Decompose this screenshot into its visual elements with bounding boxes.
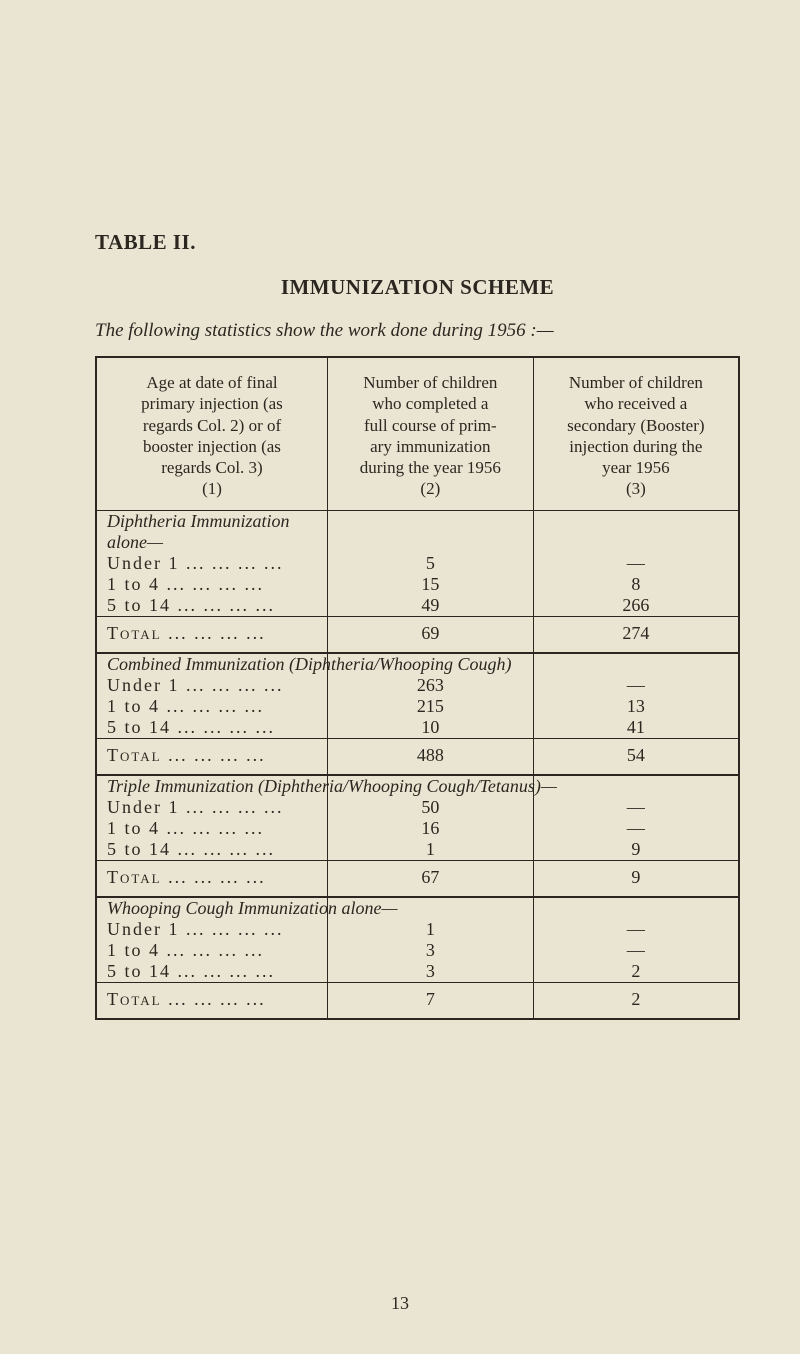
total-row: Total ... ... ... ... 488 54 [96,738,739,775]
cell: 3 [327,940,533,961]
cell: — [533,553,739,574]
cell: 13 [533,696,739,717]
row-label: 1 to 4 ... ... ... ... [96,940,327,961]
cell: 1 [327,839,533,861]
cell: 8 [533,574,739,595]
section-title-row: Diphtheria Immunization alone— [96,510,739,553]
row-label: 5 to 14 ... ... ... ... [96,961,327,983]
total-label: Total ... ... ... ... [96,860,327,897]
cell: 7 [327,982,533,1019]
cell: 2 [533,961,739,983]
cell: — [533,797,739,818]
cell: — [533,919,739,940]
section-title: Combined Immunization (Diphtheria/Whoopi… [96,653,327,675]
table-row: Under 1 ... ... ... ... 1 — [96,919,739,940]
cell: 215 [327,696,533,717]
col-header-3: Number of children who received a second… [533,357,739,510]
table-header-row: Age at date of final primary injection (… [96,357,739,510]
page: TABLE II. IMMUNIZATION SCHEME The follow… [0,0,800,1354]
row-label: 1 to 4 ... ... ... ... [96,818,327,839]
cell: 67 [327,860,533,897]
section-title-row: Whooping Cough Immunization alone— [96,897,739,919]
row-label: Under 1 ... ... ... ... [96,797,327,818]
cell: 266 [533,595,739,617]
cell: 41 [533,717,739,739]
cell: 263 [327,675,533,696]
immunization-table: Age at date of final primary injection (… [95,356,740,1020]
section-title-row: Triple Immunization (Diphtheria/Whooping… [96,775,739,797]
total-row: Total ... ... ... ... 67 9 [96,860,739,897]
cell: — [533,818,739,839]
table-row: 1 to 4 ... ... ... ... 15 8 [96,574,739,595]
row-label: 1 to 4 ... ... ... ... [96,696,327,717]
total-row: Total ... ... ... ... 69 274 [96,616,739,653]
cell: 9 [533,839,739,861]
cell: 274 [533,616,739,653]
table-row: Under 1 ... ... ... ... 50 — [96,797,739,818]
cell: 50 [327,797,533,818]
table-row: 1 to 4 ... ... ... ... 3 — [96,940,739,961]
table-row: 5 to 14 ... ... ... ... 1 9 [96,839,739,861]
cell: 9 [533,860,739,897]
row-label: Under 1 ... ... ... ... [96,553,327,574]
section-title: Triple Immunization (Diphtheria/Whooping… [96,775,327,797]
cell: 488 [327,738,533,775]
table-row: Under 1 ... ... ... ... 5 — [96,553,739,574]
row-label: 5 to 14 ... ... ... ... [96,595,327,617]
cell: 10 [327,717,533,739]
cell: 1 [327,919,533,940]
table-row: 5 to 14 ... ... ... ... 49 266 [96,595,739,617]
row-label: 5 to 14 ... ... ... ... [96,839,327,861]
row-label: Under 1 ... ... ... ... [96,919,327,940]
row-label: Under 1 ... ... ... ... [96,675,327,696]
table-row: 5 to 14 ... ... ... ... 3 2 [96,961,739,983]
table-row: 5 to 14 ... ... ... ... 10 41 [96,717,739,739]
cell: 49 [327,595,533,617]
section-title: Whooping Cough Immunization alone— [96,897,327,919]
section-title: Diphtheria Immunization alone— [96,510,327,553]
subtitle: The following statistics show the work d… [95,320,740,342]
table-row: Under 1 ... ... ... ... 263 — [96,675,739,696]
cell: 16 [327,818,533,839]
total-label: Total ... ... ... ... [96,982,327,1019]
table-label: TABLE II. [95,230,740,255]
cell: — [533,675,739,696]
section-title-row: Combined Immunization (Diphtheria/Whoopi… [96,653,739,675]
row-label: 1 to 4 ... ... ... ... [96,574,327,595]
cell: 2 [533,982,739,1019]
table-row: 1 to 4 ... ... ... ... 215 13 [96,696,739,717]
table-row: 1 to 4 ... ... ... ... 16 — [96,818,739,839]
page-number: 13 [0,1293,800,1314]
cell: 54 [533,738,739,775]
total-row: Total ... ... ... ... 7 2 [96,982,739,1019]
cell: 15 [327,574,533,595]
cell: 3 [327,961,533,983]
total-label: Total ... ... ... ... [96,738,327,775]
col-header-1: Age at date of final primary injection (… [96,357,327,510]
row-label: 5 to 14 ... ... ... ... [96,717,327,739]
total-label: Total ... ... ... ... [96,616,327,653]
col-header-2: Number of children who completed a full … [327,357,533,510]
cell: 5 [327,553,533,574]
cell: 69 [327,616,533,653]
cell: — [533,940,739,961]
scheme-title: IMMUNIZATION SCHEME [95,275,740,300]
